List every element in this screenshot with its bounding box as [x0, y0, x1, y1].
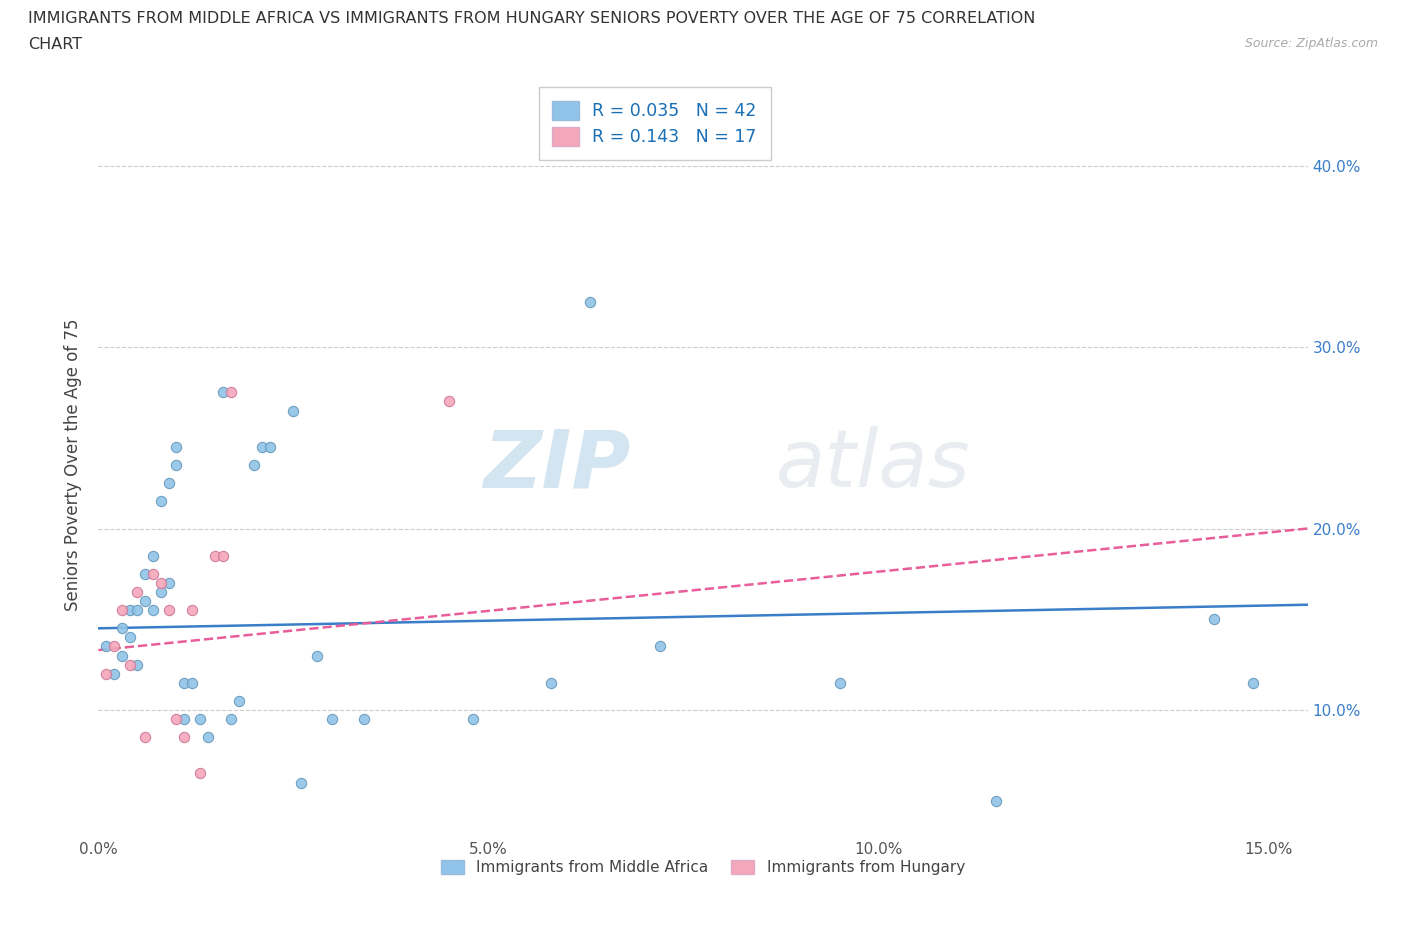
- Point: [648, 639, 671, 654]
- Point: [134, 566, 156, 581]
- Point: [134, 593, 156, 608]
- Point: [149, 576, 172, 591]
- Point: [127, 603, 149, 618]
- Point: [204, 549, 226, 564]
- Text: IMMIGRANTS FROM MIDDLE AFRICA VS IMMIGRANTS FROM HUNGARY SENIORS POVERTY OVER TH: IMMIGRANTS FROM MIDDLE AFRICA VS IMMIGRA…: [28, 11, 1035, 26]
- Legend: Immigrants from Middle Africa, Immigrants from Hungary: Immigrants from Middle Africa, Immigrant…: [434, 854, 972, 882]
- Point: [118, 658, 141, 672]
- Point: [111, 648, 134, 663]
- Point: [173, 675, 195, 690]
- Text: CHART: CHART: [28, 37, 82, 52]
- Point: [290, 775, 312, 790]
- Point: [212, 549, 235, 564]
- Point: [118, 630, 141, 644]
- Point: [461, 711, 484, 726]
- Point: [197, 730, 219, 745]
- Point: [111, 621, 134, 636]
- Point: [165, 711, 187, 726]
- Point: [252, 439, 274, 454]
- Point: [142, 549, 165, 564]
- Point: [149, 585, 172, 600]
- Point: [157, 476, 180, 491]
- Text: Source: ZipAtlas.com: Source: ZipAtlas.com: [1244, 37, 1378, 50]
- Y-axis label: Seniors Poverty Over the Age of 75: Seniors Poverty Over the Age of 75: [65, 319, 83, 611]
- Point: [134, 730, 156, 745]
- Point: [157, 576, 180, 591]
- Point: [165, 458, 187, 472]
- Point: [96, 639, 118, 654]
- Point: [165, 439, 187, 454]
- Point: [142, 603, 165, 618]
- Point: [188, 766, 211, 781]
- Point: [181, 675, 204, 690]
- Point: [181, 603, 204, 618]
- Point: [219, 711, 242, 726]
- Point: [96, 666, 118, 681]
- Point: [157, 603, 180, 618]
- Point: [353, 711, 375, 726]
- Point: [103, 666, 125, 681]
- Point: [188, 711, 211, 726]
- Point: [127, 585, 149, 600]
- Text: atlas: atlas: [776, 426, 970, 504]
- Point: [103, 639, 125, 654]
- Point: [305, 648, 328, 663]
- Point: [219, 385, 242, 400]
- Point: [321, 711, 343, 726]
- Point: [1202, 612, 1225, 627]
- Text: ZIP: ZIP: [484, 426, 630, 504]
- Point: [439, 394, 461, 409]
- Point: [243, 458, 266, 472]
- Point: [111, 603, 134, 618]
- Point: [283, 403, 305, 418]
- Point: [828, 675, 851, 690]
- Point: [228, 694, 250, 709]
- Point: [149, 494, 172, 509]
- Point: [212, 385, 235, 400]
- Point: [984, 793, 1007, 808]
- Point: [173, 730, 195, 745]
- Point: [540, 675, 562, 690]
- Point: [173, 711, 195, 726]
- Point: [579, 294, 602, 309]
- Point: [142, 566, 165, 581]
- Point: [1241, 675, 1264, 690]
- Point: [259, 439, 281, 454]
- Point: [118, 603, 141, 618]
- Point: [127, 658, 149, 672]
